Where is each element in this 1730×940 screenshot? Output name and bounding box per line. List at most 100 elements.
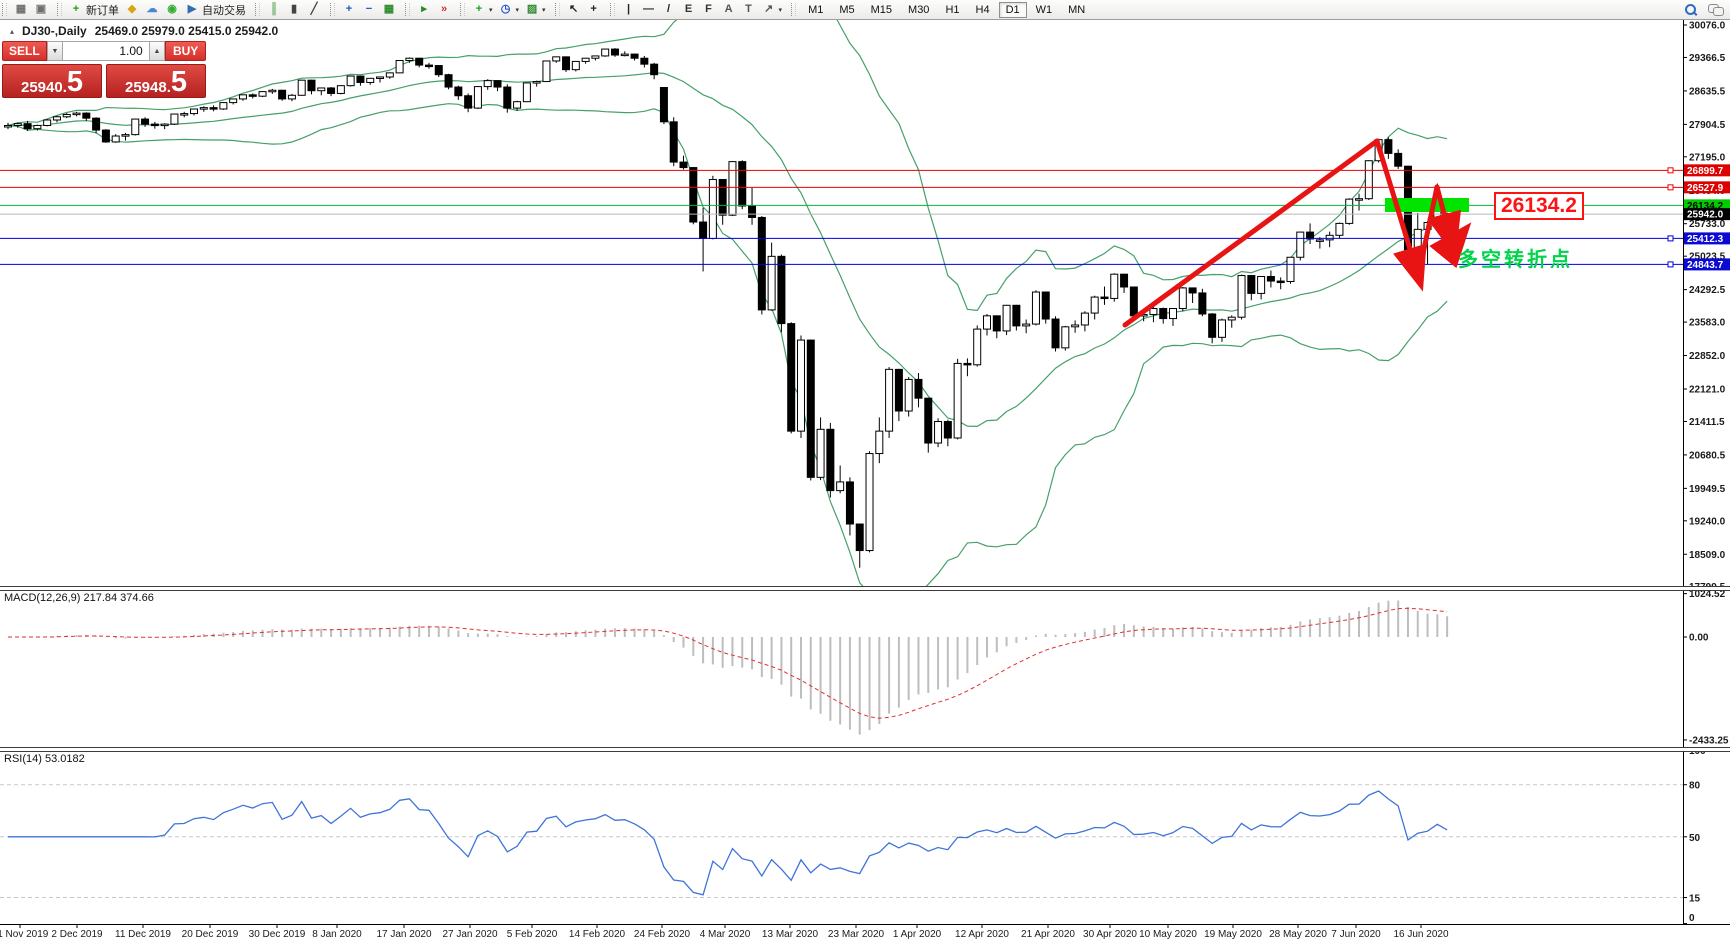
- buy-price[interactable]: 25948. 5: [106, 64, 206, 98]
- chart-window-icon[interactable]: ▦: [11, 1, 31, 18]
- line-chart-mode-icon: ╱: [310, 3, 318, 15]
- arrows-icon-dropdown[interactable]: ▾: [778, 6, 783, 14]
- community-icon[interactable]: ☁: [142, 1, 162, 18]
- timeframe-m1[interactable]: M1: [808, 3, 824, 16]
- drawn-objects: [1122, 138, 1472, 328]
- timeframe-w1[interactable]: W1: [1035, 3, 1053, 16]
- signals-icon: ◉: [167, 3, 177, 15]
- timeframe-m5[interactable]: M5: [839, 3, 855, 16]
- indicators-icon-dropdown[interactable]: ▾: [489, 6, 493, 14]
- axis-label: 5 Feb 2020: [507, 929, 558, 940]
- vertical-line-icon: |: [627, 3, 631, 15]
- price-badge-25942.0: [1684, 208, 1730, 221]
- timeframe-m30[interactable]: M30: [908, 3, 930, 16]
- vertical-line-icon[interactable]: |: [619, 1, 639, 18]
- bar-chart-mode-icon[interactable]: ║: [264, 1, 284, 18]
- sell-price[interactable]: 25940. 5: [2, 64, 102, 98]
- label-icon[interactable]: T: [739, 1, 759, 18]
- zoom-out-icon: −: [365, 3, 373, 15]
- indicators-icon[interactable]: + ▾: [469, 1, 496, 18]
- cursor-icon: ↖: [568, 3, 579, 15]
- trendline-icon[interactable]: /: [659, 1, 679, 18]
- axis-label: -2433.25: [1689, 735, 1729, 746]
- templates-icon[interactable]: ▨ ▾: [522, 1, 549, 18]
- trend-arrow[interactable]: [1429, 222, 1472, 269]
- macd-pane: [8, 600, 1449, 735]
- macd-pane-separator[interactable]: [0, 586, 1730, 591]
- timeframe-d1[interactable]: D1: [998, 1, 1027, 18]
- zoom-out-icon[interactable]: −: [359, 1, 379, 18]
- text-icon: A: [724, 3, 733, 15]
- green-highlight-band[interactable]: [1385, 198, 1469, 212]
- timeframe-h4[interactable]: H4: [975, 3, 990, 16]
- price-callout-label[interactable]: 26134.2: [1494, 192, 1584, 220]
- axis-label: 17 Jan 2020: [376, 929, 431, 940]
- main-toolbar: ▦ ▣ + 新订单 ◆ ☁ ◉ ▶ 自动交易 ║ ▮ ╱ + − ▦ ▸» + ▾ ◷ ▾ ▨ ▾ ↖ + | — / E F A T ↗ ▾ …: [0, 0, 1730, 20]
- timeframe-h1[interactable]: H1: [945, 3, 960, 16]
- toolbar-groups: ▦ ▣ + 新订单 ◆ ☁ ◉ ▶ 自动交易 ║ ▮ ╱ + − ▦ ▸» + ▾ ◷ ▾ ▨ ▾ ↖ + | — / E F A T ↗ ▾: [0, 0, 789, 19]
- axis-label: 24292.5: [1689, 285, 1726, 296]
- axis-label: 19949.5: [1689, 484, 1726, 495]
- axis-label: 30 Dec 2019: [249, 929, 306, 940]
- axis-label: 8 Jan 2020: [312, 929, 362, 940]
- zoom-in-icon[interactable]: +: [339, 1, 359, 18]
- periods-icon-dropdown[interactable]: ▾: [515, 6, 520, 14]
- one-click-trade-panel: SELL ▼ 1.00 ▲ BUY 25940. 5 25948. 5: [2, 41, 207, 98]
- sell-button[interactable]: SELL: [2, 41, 47, 61]
- volume-input[interactable]: 1.00: [63, 41, 149, 61]
- text-icon[interactable]: A: [719, 1, 739, 18]
- tile-windows-icon[interactable]: ▦: [379, 1, 399, 18]
- auto-scroll-icon[interactable]: ▸: [414, 1, 434, 18]
- trend-arrow[interactable]: [1122, 138, 1380, 328]
- axis-label: 22121.0: [1689, 384, 1726, 395]
- axis-label: 13 Mar 2020: [762, 929, 819, 940]
- search-icon[interactable]: [1684, 3, 1698, 17]
- axis-label: 50: [1689, 833, 1701, 844]
- timeframe-mn[interactable]: MN: [1068, 3, 1086, 16]
- new-order-icon: +: [72, 3, 80, 15]
- buy-button[interactable]: BUY: [165, 41, 207, 61]
- trendline-icon: /: [667, 3, 671, 15]
- metaeditor-icon[interactable]: ◆: [122, 1, 142, 18]
- timeframe-m15[interactable]: M15: [870, 3, 893, 16]
- signals-icon[interactable]: ◉: [162, 1, 182, 18]
- cursor-icon[interactable]: ↖: [564, 1, 584, 18]
- new-order-icon[interactable]: + 新订单: [66, 1, 122, 18]
- timeframe-group: M1 M5 M15 M30 H1 H4 D1 W1 MN: [789, 0, 1097, 19]
- timeframe-toolbar: M1 M5 M15 M30 H1 H4 D1 W1 MN: [789, 0, 1097, 19]
- bar-chart-mode-icon: ║: [270, 3, 278, 15]
- volume-decrease-button[interactable]: ▼: [46, 41, 64, 61]
- candlestick-mode-icon[interactable]: ▮: [284, 1, 304, 18]
- crosshair-icon[interactable]: +: [584, 1, 604, 18]
- price-badge-26527.9: [1684, 181, 1730, 194]
- rsi-pane-separator[interactable]: [0, 747, 1730, 752]
- toolbar-group-zoom: + − ▦: [328, 0, 403, 19]
- equidistant-channel-icon[interactable]: E: [679, 1, 699, 18]
- axis-label: 4 Mar 2020: [700, 929, 751, 940]
- arrows-icon[interactable]: ↗ ▾: [759, 1, 786, 18]
- axis-label: 27 Jan 2020: [442, 929, 497, 940]
- zoom-window-icon[interactable]: ▣: [31, 1, 51, 18]
- autotrading-icon[interactable]: ▶ 自动交易: [182, 1, 249, 18]
- chart-shift-icon[interactable]: »: [434, 1, 454, 18]
- chat-icon[interactable]: [1708, 3, 1724, 16]
- axis-label: 16 Jun 2020: [1393, 929, 1448, 940]
- axis-label: 30 Apr 2020: [1083, 929, 1137, 940]
- periods-icon[interactable]: ◷ ▾: [496, 1, 523, 18]
- turning-point-note[interactable]: 多空转折点: [1458, 249, 1573, 271]
- trend-arrow[interactable]: [1374, 138, 1427, 292]
- line-chart-mode-icon[interactable]: ╱: [304, 1, 324, 18]
- volume-increase-button[interactable]: ▲: [148, 41, 166, 61]
- templates-icon-dropdown[interactable]: ▾: [542, 6, 546, 14]
- fibonacci-icon[interactable]: F: [699, 1, 719, 18]
- fibonacci-icon: F: [705, 3, 712, 15]
- price-badge-26899.7: [1684, 164, 1730, 177]
- periods-icon: ◷: [500, 3, 511, 15]
- collapse-arrow-icon[interactable]: ▴: [10, 26, 15, 36]
- toolbar-group-objects: | — / E F A T ↗ ▾: [608, 0, 790, 19]
- toolbar-group-chart-modes: ║ ▮ ╱: [253, 0, 328, 19]
- price-badge-text: 25412.3: [1687, 234, 1724, 245]
- horizontal-line-icon[interactable]: —: [639, 1, 659, 18]
